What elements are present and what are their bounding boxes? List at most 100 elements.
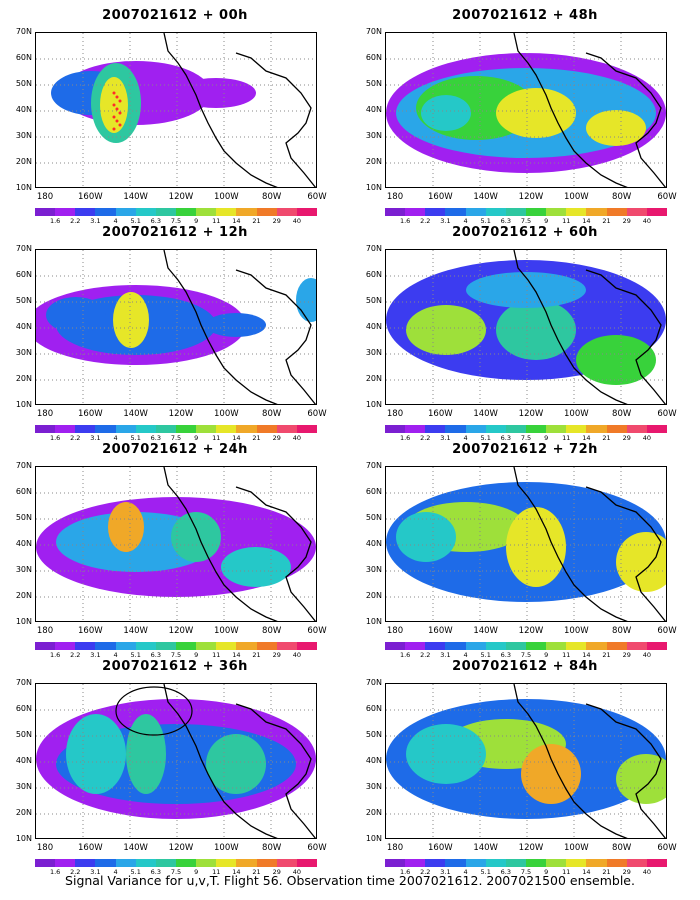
variance-contour (221, 547, 291, 587)
latitude-label: 70N (15, 244, 32, 253)
variance-field (386, 684, 666, 838)
variance-contour (176, 78, 256, 108)
latitude-label: 30N (365, 565, 382, 574)
longitude-label: 60W (657, 409, 677, 419)
colorbar-label: 21 (602, 651, 611, 659)
panel-title: 2007021612 + 84h (452, 659, 598, 674)
colorbar-swatch (276, 208, 297, 216)
colorbar-label: 5.1 (130, 651, 141, 659)
colorbar-swatch (155, 642, 176, 650)
latitude-label: 10N (15, 183, 32, 192)
variance-field (36, 684, 316, 838)
colorbar-swatch (566, 859, 587, 867)
latitude-label: 40N (365, 322, 382, 331)
panel-title: 2007021612 + 72h (452, 442, 598, 457)
longitude-label: 160W (78, 843, 103, 853)
figure-caption: Signal Variance for u,v,T. Flight 56. Ob… (65, 873, 635, 888)
colorbar-swatch (175, 208, 197, 216)
map-plot (35, 249, 317, 405)
variance-contour (466, 272, 586, 308)
colorbar-swatch (35, 425, 56, 433)
colorbar-swatch (95, 425, 116, 433)
colorbar-label: 40 (292, 217, 301, 225)
colorbar-swatch (606, 642, 627, 650)
latitude-label: 60N (15, 704, 32, 713)
coastline (163, 33, 278, 187)
colorbar-swatch (626, 642, 647, 650)
colorbar-label: 7.5 (170, 434, 182, 442)
variance-field (36, 467, 316, 621)
colorbar-label: 6.3 (150, 651, 162, 659)
colorbar-label: 6.3 (150, 434, 162, 442)
colorbar-swatch (55, 425, 76, 433)
variance-contour (406, 305, 486, 355)
coastline (513, 467, 628, 621)
colorbar-swatch (505, 208, 526, 216)
latitude-label: 70N (15, 27, 32, 36)
colorbar-swatch (405, 642, 426, 650)
panel-title: 2007021612 + 60h (452, 225, 598, 240)
colorbar-label: 1.6 (49, 217, 61, 225)
colorbar-swatch (505, 859, 526, 867)
colorbar-label: 6.3 (150, 868, 162, 876)
colorbar-swatch (155, 425, 176, 433)
colorbar-label: 21 (602, 217, 611, 225)
colorbar-label: 9 (194, 651, 199, 659)
coastline (513, 250, 628, 404)
colorbar-swatch (646, 642, 667, 650)
colorbar-swatch (485, 642, 506, 650)
colorbar-label: 3.1 (90, 217, 101, 225)
colorbar-swatch (626, 425, 647, 433)
longitude-label: 120W (518, 409, 544, 419)
panel-title: 2007021612 + 36h (102, 659, 248, 674)
colorbar-label: 11 (562, 217, 571, 225)
colorbar-label: 5.1 (130, 434, 141, 442)
longitude-label: 100W (564, 843, 589, 853)
colorbar-label: 1.6 (399, 868, 411, 876)
dropsonde-point (112, 115, 116, 119)
colorbar-label: 29 (622, 434, 631, 442)
colorbar-swatch (115, 425, 136, 433)
colorbar-label: 29 (622, 217, 631, 225)
colorbar-swatch (115, 642, 136, 650)
colorbar-swatch (525, 859, 547, 867)
longitude-label: 100W (564, 626, 589, 636)
variance-contour (406, 724, 486, 784)
colorbar-swatch (95, 859, 116, 867)
longitude-label: 60W (307, 626, 327, 636)
colorbar-label: 2.2 (420, 868, 431, 876)
longitude-label: 140W (123, 843, 148, 853)
colorbar-swatch (196, 208, 217, 216)
longitude-label: 160W (428, 409, 453, 419)
longitude-label: 80W (612, 843, 632, 853)
colorbar-label: 11 (212, 434, 221, 442)
colorbar-label: 1.6 (49, 651, 61, 659)
variance-contour (616, 532, 666, 592)
colorbar-swatch (175, 642, 197, 650)
colorbar-label: 7.5 (170, 217, 182, 225)
longitude-label: 120W (518, 626, 544, 636)
colorbar-label: 9 (544, 217, 549, 225)
latitude-label: 60N (15, 53, 32, 62)
colorbar-swatch (465, 642, 486, 650)
longitude-label: 60W (307, 409, 327, 419)
colorbar-label: 2.2 (420, 217, 431, 225)
colorbar-label: 9 (194, 217, 199, 225)
colorbar-swatch (35, 642, 56, 650)
latitude-label: 70N (365, 461, 382, 470)
colorbar-label: 6.3 (500, 434, 512, 442)
colorbar-swatch (135, 425, 156, 433)
colorbar-label: 4 (463, 651, 468, 659)
map-panel: 2007021612 + 84h 70N 60N 50N 40N 30N 20N 10N 180… (350, 651, 700, 876)
latitude-label: 70N (15, 461, 32, 470)
colorbar-label: 14 (232, 868, 241, 876)
latitude-label: 50N (365, 730, 382, 739)
colorbar-swatch (445, 859, 466, 867)
longitude-label: 180 (36, 626, 54, 636)
colorbar-label: 3.1 (440, 868, 451, 876)
colorbar-label: 2.2 (70, 434, 81, 442)
colorbar-swatch (586, 425, 607, 433)
latitude-label: 50N (365, 79, 382, 88)
longitude-label: 80W (612, 626, 632, 636)
colorbar-label: 4 (463, 217, 468, 225)
